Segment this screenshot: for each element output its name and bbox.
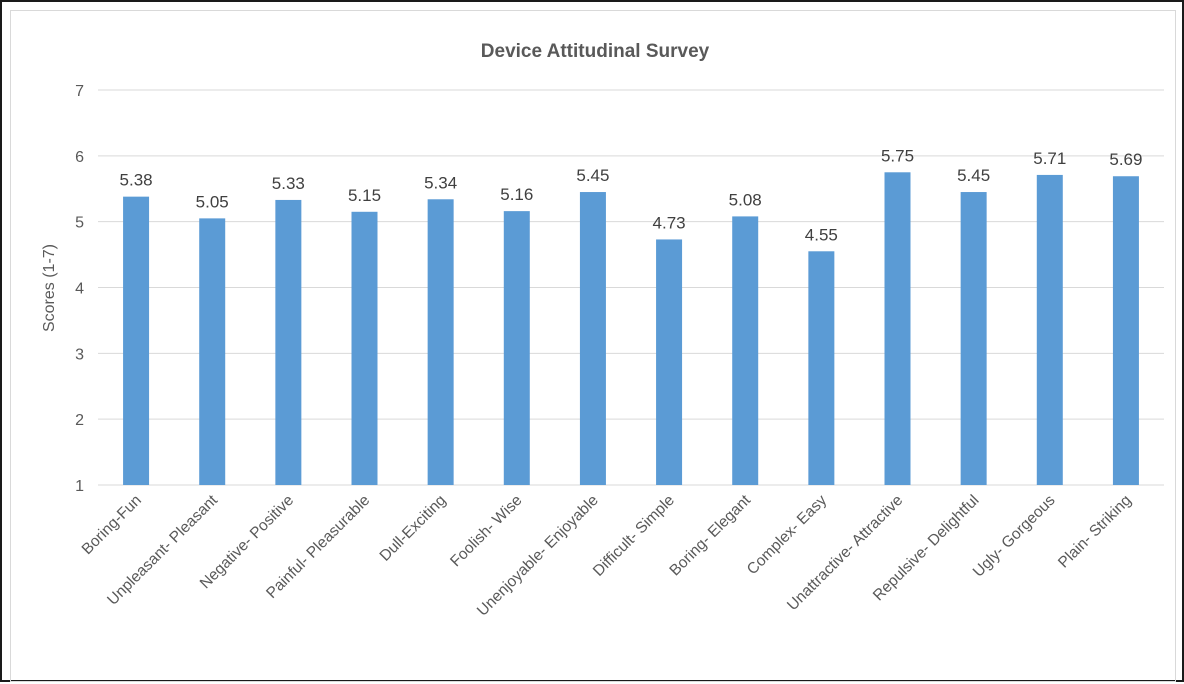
x-tick-label: Ugly- Gorgeous [970, 492, 1059, 581]
bar [732, 216, 759, 485]
bar [884, 172, 911, 485]
bar [275, 199, 302, 486]
data-label: 4.73 [653, 213, 686, 232]
y-tick-label: 1 [75, 478, 84, 495]
y-tick-label: 5 [75, 215, 84, 232]
data-label: 5.38 [120, 171, 153, 190]
data-labels: 5.38 5.05 5.33 5.15 5.34 5.16 5.45 4.73 5.08 4.55… [120, 146, 1143, 244]
data-label: 5.08 [729, 190, 762, 209]
chart-title: Device Attitudinal Survey [481, 41, 710, 62]
bar [503, 211, 530, 485]
gridlines [98, 89, 1164, 486]
bar [1112, 176, 1139, 485]
data-label: 5.34 [424, 173, 457, 192]
bar [123, 196, 150, 485]
bar [808, 251, 835, 485]
data-label: 5.75 [881, 146, 914, 165]
bar [656, 239, 683, 485]
data-label: 5.16 [500, 185, 533, 204]
data-label: 5.33 [272, 174, 305, 193]
data-label: 5.45 [576, 166, 609, 185]
bar [351, 211, 378, 485]
data-label: 5.45 [957, 166, 990, 185]
x-tick-label: Complex- Easy [744, 492, 831, 579]
data-label: 5.69 [1109, 150, 1142, 169]
x-tick-label: Boring- Elegant [666, 491, 754, 579]
y-tick-label: 3 [75, 346, 84, 363]
x-tick-label: Difficult- Simple [590, 492, 678, 580]
bar [199, 218, 226, 485]
y-tick-label: 6 [75, 149, 84, 166]
y-axis-label: Scores (1-7) [41, 244, 58, 332]
bar [579, 192, 606, 485]
y-tick-label: 2 [75, 412, 84, 429]
x-tick-label: Foolish- Wise [447, 492, 525, 570]
y-tick-label: 7 [75, 83, 84, 100]
data-label: 4.55 [805, 225, 838, 244]
data-label: 5.05 [196, 192, 229, 211]
bar [1036, 174, 1063, 486]
data-label: 5.15 [348, 186, 381, 205]
y-axis-ticks: 1 2 3 4 5 6 7 [75, 83, 84, 495]
bar [427, 199, 454, 486]
x-tick-label: Plain- Striking [1055, 492, 1135, 572]
y-tick-label: 4 [75, 281, 84, 298]
data-label: 5.71 [1033, 149, 1066, 168]
x-tick-label: Dull-Exciting [377, 492, 450, 565]
bar [960, 192, 987, 485]
bars [123, 172, 1139, 486]
x-tick-label: Boring-Fun [79, 492, 145, 558]
